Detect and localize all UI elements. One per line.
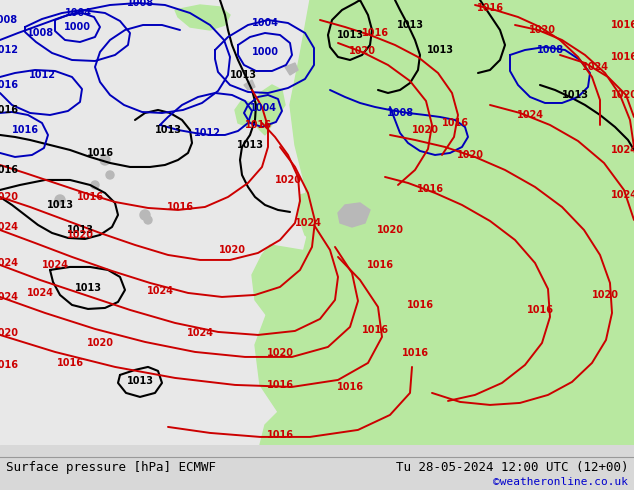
Text: 1020: 1020: [0, 192, 18, 202]
Text: 1020: 1020: [411, 125, 439, 135]
Text: 1016: 1016: [266, 380, 294, 390]
Text: 1013: 1013: [396, 20, 424, 30]
Text: 1016: 1016: [86, 148, 113, 158]
Text: 1004: 1004: [252, 18, 278, 28]
Text: 1008: 1008: [0, 15, 18, 25]
Polygon shape: [260, 365, 634, 445]
Text: 1016: 1016: [477, 3, 503, 13]
Text: 1008: 1008: [387, 108, 413, 118]
Text: 1012: 1012: [29, 70, 56, 80]
Text: 1020: 1020: [611, 90, 634, 100]
Text: 1020: 1020: [456, 150, 484, 160]
Text: 1013: 1013: [75, 283, 101, 293]
Circle shape: [140, 210, 150, 220]
Text: 1016: 1016: [0, 360, 18, 370]
Text: 1020: 1020: [529, 25, 555, 35]
Text: 1016: 1016: [0, 165, 18, 175]
Circle shape: [106, 171, 114, 179]
Text: ©weatheronline.co.uk: ©weatheronline.co.uk: [493, 477, 628, 487]
Text: 1016: 1016: [611, 20, 634, 30]
Polygon shape: [338, 203, 370, 227]
Text: 1020: 1020: [266, 348, 294, 358]
Text: 1016: 1016: [361, 28, 389, 38]
Polygon shape: [298, 187, 378, 245]
Text: 1020: 1020: [349, 46, 375, 56]
Text: 1016: 1016: [361, 325, 389, 335]
Text: 1016: 1016: [337, 382, 363, 392]
Text: 1016: 1016: [266, 430, 294, 440]
Text: 1013: 1013: [562, 90, 588, 100]
Text: 1024: 1024: [41, 260, 68, 270]
Text: 1016: 1016: [0, 80, 18, 90]
Text: Surface pressure [hPa] ECMWF: Surface pressure [hPa] ECMWF: [6, 462, 216, 474]
Text: 1020: 1020: [86, 338, 113, 348]
Text: 1000: 1000: [252, 47, 278, 57]
Polygon shape: [348, 225, 390, 330]
Text: 1020: 1020: [67, 230, 93, 240]
Text: 1020: 1020: [0, 328, 18, 338]
Text: 1013: 1013: [46, 200, 74, 210]
Polygon shape: [175, 5, 230, 30]
Text: 1024: 1024: [611, 145, 634, 155]
Polygon shape: [255, 0, 634, 445]
Circle shape: [91, 181, 99, 189]
Text: 1024: 1024: [146, 286, 174, 296]
Text: Tu 28-05-2024 12:00 UTC (12+00): Tu 28-05-2024 12:00 UTC (12+00): [396, 462, 628, 474]
Text: 1013: 1013: [236, 140, 264, 150]
Polygon shape: [365, 0, 460, 85]
Text: 1013: 1013: [427, 45, 453, 55]
Text: 1016: 1016: [441, 118, 469, 128]
Text: 1024: 1024: [517, 110, 543, 120]
Text: 1012: 1012: [0, 45, 18, 55]
Text: 1016: 1016: [56, 358, 84, 368]
Text: 1013: 1013: [155, 125, 181, 135]
Text: 1008: 1008: [27, 28, 53, 38]
Text: 1008: 1008: [126, 0, 153, 8]
Text: 1016: 1016: [417, 184, 444, 194]
Polygon shape: [252, 85, 285, 135]
Polygon shape: [235, 100, 255, 127]
Polygon shape: [285, 63, 298, 75]
Text: 1013: 1013: [337, 30, 363, 40]
Text: 1024: 1024: [27, 288, 53, 298]
Text: 1024: 1024: [611, 190, 634, 200]
Text: 1024: 1024: [581, 62, 609, 72]
Text: 1020: 1020: [275, 175, 302, 185]
Text: 1016: 1016: [77, 192, 103, 202]
Polygon shape: [244, 80, 255, 90]
Circle shape: [55, 195, 65, 205]
Text: 1024: 1024: [295, 218, 321, 228]
Text: 1020: 1020: [219, 245, 245, 255]
Text: 1024: 1024: [0, 222, 18, 232]
Text: 1012: 1012: [193, 128, 221, 138]
Polygon shape: [252, 245, 345, 325]
Text: 1016: 1016: [611, 52, 634, 62]
Text: 1016: 1016: [11, 125, 39, 135]
Text: 1013: 1013: [127, 376, 153, 386]
Text: 1024: 1024: [186, 328, 214, 338]
Text: 1004: 1004: [250, 103, 276, 113]
Text: 1016: 1016: [0, 105, 18, 115]
Text: 1020: 1020: [592, 290, 619, 300]
Text: 1008: 1008: [536, 45, 564, 55]
Text: 1016: 1016: [366, 260, 394, 270]
Text: 1024: 1024: [0, 258, 18, 268]
Text: 1016: 1016: [526, 305, 553, 315]
Text: 1016: 1016: [401, 348, 429, 358]
Text: 1016: 1016: [245, 120, 271, 130]
Circle shape: [100, 155, 110, 165]
Text: 1016: 1016: [406, 300, 434, 310]
Text: 1020: 1020: [377, 225, 403, 235]
Text: 1004: 1004: [65, 8, 91, 18]
Circle shape: [144, 216, 152, 224]
Text: 1013: 1013: [230, 70, 257, 80]
Text: 1013: 1013: [67, 225, 93, 235]
Text: 1024: 1024: [0, 292, 18, 302]
Text: 1000: 1000: [63, 22, 91, 32]
Text: 1016: 1016: [167, 202, 193, 212]
